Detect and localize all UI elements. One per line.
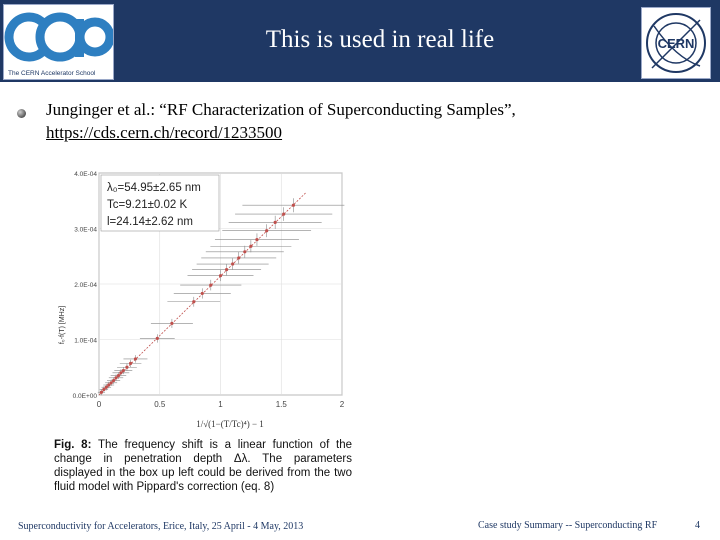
x-tick-label: 2	[340, 400, 345, 409]
cern-logo-icon: CERN	[646, 13, 706, 73]
page-number: 4	[695, 520, 700, 531]
data-point	[119, 371, 123, 375]
y-tick-labels: 0.0E+00 1.0E-04 2.0E-04 3.0E-04 4.0E-04	[73, 171, 98, 400]
cas-logo-caption: The CERN Accelerator School	[8, 70, 96, 77]
fit-line	[98, 192, 306, 396]
fit-line-segment	[98, 192, 306, 396]
x-tick-label: 0.5	[154, 400, 166, 409]
data-point	[255, 238, 259, 242]
caption-text: The frequency shift is a linear function…	[54, 439, 352, 493]
slide-header: The CERN Accelerator School This is used…	[0, 0, 720, 82]
data-point	[114, 376, 118, 380]
cas-logo: The CERN Accelerator School	[3, 4, 115, 80]
y-tick-label: 3.0E-04	[74, 227, 97, 234]
figure-caption: Fig. 8: The frequency shift is a linear …	[54, 438, 352, 494]
data-point	[243, 250, 247, 254]
reference: Junginger et al.: “RF Characterization o…	[46, 98, 686, 144]
reference-link[interactable]: https://cds.cern.ch/record/1233500	[46, 123, 283, 142]
cern-logo: CERN	[641, 7, 711, 79]
y-axis-label: f₀-f(T) [MHz]	[59, 306, 66, 344]
bullet-icon	[17, 109, 26, 118]
cas-logo-mark	[4, 12, 115, 62]
annotation-box: λ₀=54.95±2.65 nm Tc=9.21±0.02 K l=24.14±…	[100, 174, 220, 232]
data-point	[121, 368, 125, 373]
slide-title: This is used in real life	[265, 26, 495, 53]
grid	[98, 172, 343, 396]
figure: 0 0.5 1 1.5 2 0.0E+00 1.0E-04 2.0E-04 3.0E-04 4.…	[50, 165, 358, 495]
caption-label: Fig. 8:	[54, 439, 92, 451]
data-point	[102, 387, 106, 392]
reference-text: Junginger et al.: “RF Characterization o…	[46, 100, 516, 119]
x-tick-label: 1.5	[276, 400, 288, 409]
frequency-shift-chart: 0 0.5 1 1.5 2 0.0E+00 1.0E-04 2.0E-04 3.0E-04 4.…	[59, 171, 345, 429]
y-tick-label: 1.0E-04	[74, 338, 97, 345]
data-point	[104, 385, 108, 389]
annotation-line-3: l=24.14±2.62 nm	[107, 216, 193, 228]
y-tick-label: 2.0E-04	[74, 282, 97, 289]
y-tick-label: 0.0E+00	[73, 393, 98, 400]
cern-logo-text: CERN	[658, 36, 695, 51]
data-point	[128, 361, 133, 365]
y-tick-label: 4.0E-04	[74, 171, 97, 178]
annotation-line-1: λ₀=54.95±2.65 nm	[107, 182, 201, 194]
data-point	[224, 267, 229, 272]
footer-topic: Case study Summary -- Superconducting RF	[478, 520, 658, 531]
x-axis-label: 1/√(1−(T/Tc)⁴) − 1	[196, 419, 264, 429]
footer-event: Superconductivity for Accelerators, Eric…	[18, 521, 304, 532]
x-tick-labels: 0 0.5 1 1.5 2	[97, 400, 345, 409]
data-point	[192, 300, 196, 304]
x-tick-label: 0	[97, 400, 102, 409]
annotation-line-2: Tc=9.21±0.02 K	[107, 199, 187, 211]
x-tick-label: 1	[218, 400, 223, 409]
